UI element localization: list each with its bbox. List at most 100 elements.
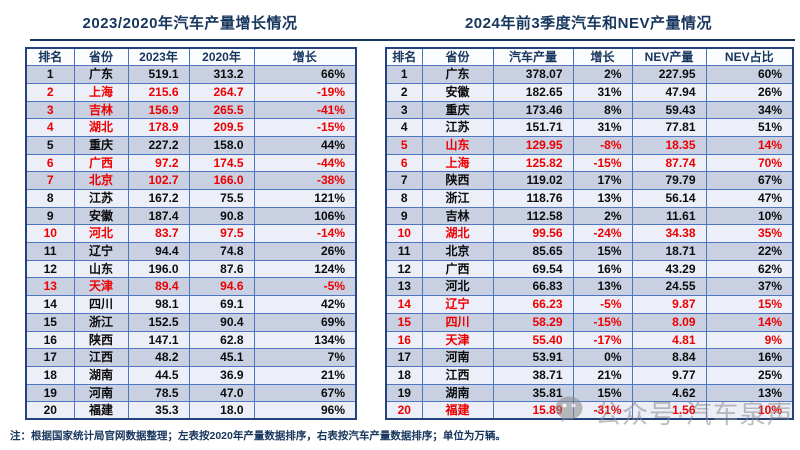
value-cell: -15% [253, 118, 357, 137]
table-row: 9 安徽 187.4 90.8 106% [25, 206, 357, 226]
value-cell: 47.0 [188, 383, 255, 403]
table-row: 2 上海 215.6 264.7 -19% [25, 82, 357, 102]
province-cell: 辽宁 [421, 295, 494, 314]
rank-cell: 4 [385, 118, 423, 137]
value-cell: 13% [705, 383, 794, 403]
value-cell: 77.81 [631, 118, 707, 137]
rank-cell: 16 [385, 330, 423, 350]
value-cell: 31% [572, 118, 633, 137]
province-cell: 广西 [73, 153, 129, 173]
value-cell: 2% [572, 65, 633, 84]
rank-cell: 12 [25, 259, 75, 279]
province-cell: 湖北 [73, 118, 129, 137]
rank-cell: 18 [385, 365, 423, 385]
value-cell: 35% [705, 224, 794, 244]
province-cell: 江苏 [421, 118, 494, 137]
value-cell: 26% [705, 82, 794, 102]
value-cell: -19% [253, 82, 357, 102]
province-cell: 上海 [73, 82, 129, 102]
rank-cell: 8 [385, 189, 423, 208]
value-cell: 98.1 [127, 295, 190, 314]
province-cell: 浙江 [421, 189, 494, 208]
value-cell: 15% [572, 383, 633, 403]
auto-nev-production-table: 排名 省份 汽车产量 增长 NEV产量 NEV占比 1 广东 378.07 2% 227.95 60… [385, 47, 794, 421]
value-cell: -5% [253, 277, 357, 297]
rank-cell: 15 [25, 312, 75, 332]
value-cell: 9.77 [631, 365, 707, 385]
rank-cell: 19 [385, 383, 423, 403]
value-cell: 16% [705, 348, 794, 367]
rank-cell: 8 [25, 189, 75, 208]
value-cell: 519.1 [127, 65, 190, 84]
value-cell: -24% [572, 224, 633, 244]
value-cell: 119.02 [492, 171, 574, 190]
province-cell: 湖南 [73, 365, 129, 385]
value-cell: 10% [705, 401, 794, 420]
table-row: 1 广东 378.07 2% 227.95 60% [385, 65, 794, 84]
province-cell: 河南 [421, 348, 494, 367]
table-row: 11 辽宁 94.4 74.8 26% [25, 242, 357, 261]
value-cell: 378.07 [492, 65, 574, 84]
table-row: 17 河南 53.91 0% 8.84 16% [385, 348, 794, 367]
table-row: 20 福建 35.3 18.0 96% [25, 401, 357, 420]
province-cell: 江苏 [73, 189, 129, 208]
table-row: 7 陕西 119.02 17% 79.79 67% [385, 171, 794, 190]
value-cell: 4.81 [631, 330, 707, 350]
table-row: 8 浙江 118.76 13% 56.14 47% [385, 189, 794, 208]
value-cell: 121% [253, 189, 357, 208]
rank-cell: 5 [25, 135, 75, 155]
table-row: 5 重庆 227.2 158.0 44% [25, 135, 357, 155]
value-cell: 47.94 [631, 82, 707, 102]
rank-cell: 6 [25, 153, 75, 173]
value-cell: 45.1 [188, 348, 255, 367]
rank-cell: 17 [385, 348, 423, 367]
province-cell: 湖北 [421, 224, 494, 244]
value-cell: 96% [253, 401, 357, 420]
value-cell: 87.6 [188, 259, 255, 279]
rank-cell: 7 [25, 171, 75, 190]
value-cell: 83.7 [127, 224, 190, 244]
value-cell: 158.0 [188, 135, 255, 155]
province-cell: 广西 [421, 259, 494, 279]
value-cell: 22% [705, 242, 794, 261]
value-cell: -15% [572, 312, 633, 332]
value-cell: 8.09 [631, 312, 707, 332]
table-row: 16 天津 55.40 -17% 4.81 9% [385, 330, 794, 350]
province-cell: 吉林 [421, 206, 494, 226]
value-cell: 173.46 [492, 100, 574, 120]
province-cell: 吉林 [73, 100, 129, 120]
value-cell: 167.2 [127, 189, 190, 208]
province-cell: 四川 [421, 312, 494, 332]
table-header-row: 排名 省份 2023年 2020年 增长 [25, 47, 357, 67]
value-cell: 53.91 [492, 348, 574, 367]
value-cell: 67% [705, 171, 794, 190]
value-cell: 8% [572, 100, 633, 120]
value-cell: 156.9 [127, 100, 190, 120]
value-cell: 34.38 [631, 224, 707, 244]
value-cell: 8.84 [631, 348, 707, 367]
province-cell: 安徽 [421, 82, 494, 102]
value-cell: 178.9 [127, 118, 190, 137]
table-row: 6 上海 125.82 -15% 87.74 70% [385, 153, 794, 173]
table-row: 15 浙江 152.5 90.4 69% [25, 312, 357, 332]
value-cell: 15% [572, 242, 633, 261]
column-header: 省份 [421, 47, 494, 67]
value-cell: 227.95 [631, 65, 707, 84]
rank-cell: 9 [385, 206, 423, 226]
value-cell: 42% [253, 295, 357, 314]
value-cell: 35.3 [127, 401, 190, 420]
value-cell: 125.82 [492, 153, 574, 173]
rank-cell: 3 [385, 100, 423, 120]
rank-cell: 18 [25, 365, 75, 385]
rank-cell: 9 [25, 206, 75, 226]
value-cell: 118.76 [492, 189, 574, 208]
rank-cell: 11 [385, 242, 423, 261]
province-cell: 福建 [421, 401, 494, 420]
table-row: 12 广西 69.54 16% 43.29 62% [385, 259, 794, 279]
value-cell: 78.5 [127, 383, 190, 403]
value-cell: 44.5 [127, 365, 190, 385]
province-cell: 湖南 [421, 383, 494, 403]
value-cell: 7% [253, 348, 357, 367]
value-cell: 0% [572, 348, 633, 367]
